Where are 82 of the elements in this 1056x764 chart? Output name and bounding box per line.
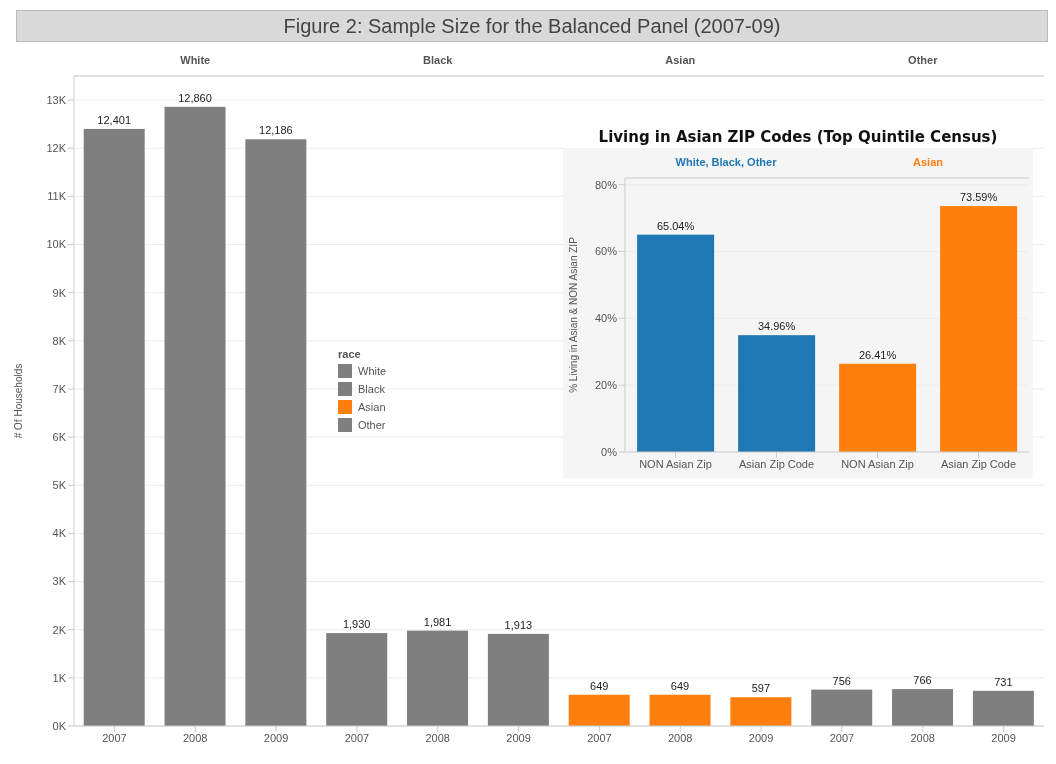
y-tick-label: 6K [52, 431, 67, 444]
y-tick-label: 0K [52, 719, 67, 732]
text: Black [423, 54, 453, 66]
text: White, Black, Other [675, 156, 778, 168]
text: Asian [913, 156, 944, 168]
bar [730, 697, 792, 726]
legend-label: Asian [358, 401, 386, 413]
x-tick-label: NON Asian Zip [841, 457, 914, 470]
bar [164, 106, 226, 726]
data-label: 73.59% [959, 191, 998, 204]
bar [83, 128, 145, 726]
x-tick-label: 2008 [668, 731, 693, 744]
x-tick-label: 2009 [263, 731, 289, 744]
y-tick-label: 13K [46, 93, 67, 106]
x-tick-label: 2009 [991, 731, 1016, 744]
legend-label: Other [358, 419, 386, 431]
bar [407, 630, 469, 726]
bar [892, 689, 954, 726]
data-label: 649 [590, 679, 609, 692]
bar [637, 234, 715, 452]
bar [487, 633, 549, 726]
data-label: 34.96% [757, 320, 796, 333]
x-tick-label: 2008 [425, 731, 450, 744]
y-tick-label: 4K [52, 527, 67, 540]
data-label: 12,401 [97, 113, 132, 126]
y-tick-label: 0% [601, 445, 618, 458]
y-tick-label: 8K [52, 334, 67, 347]
bar [649, 694, 711, 726]
data-label: 1,913 [504, 618, 533, 631]
y-tick-label: 7K [52, 382, 67, 395]
data-label: 65.04% [656, 219, 695, 232]
x-tick-label: Asian Zip Code [940, 457, 1017, 470]
bar [326, 633, 388, 726]
y-tick-label: 20% [594, 379, 618, 392]
y-axis-title: # Of Households [12, 363, 24, 439]
data-label: 649 [670, 679, 690, 692]
bar [940, 206, 1018, 452]
chart-title: Figure 2: Sample Size for the Balanced Panel (2007-09) [16, 10, 1048, 42]
y-axis-title: % Living in Asian & NON Asian ZIP [567, 236, 579, 393]
y-tick-label: 9K [52, 286, 67, 299]
x-tick-label: Asian Zip Code [738, 457, 815, 470]
text: Other [908, 54, 938, 66]
text: Asian [665, 54, 696, 66]
y-tick-label: 3K [52, 575, 67, 588]
bar [568, 694, 630, 726]
bar [811, 689, 873, 726]
bar [738, 335, 816, 452]
x-tick-label: 2008 [183, 731, 208, 744]
x-tick-label: 2009 [506, 731, 531, 744]
x-tick-label: 2007 [102, 731, 127, 744]
y-tick-label: 10K [46, 238, 67, 251]
data-label: 12,860 [178, 91, 212, 104]
y-tick-label: 60% [594, 245, 618, 258]
x-tick-label: NON Asian Zip [639, 457, 712, 470]
x-tick-label: 2008 [910, 731, 935, 744]
x-tick-label: 2007 [829, 731, 855, 744]
data-label: 1,930 [342, 618, 371, 631]
data-label: 26.41% [858, 348, 897, 361]
y-tick-label: 80% [594, 178, 618, 191]
data-label: 1,981 [423, 615, 452, 628]
bar [245, 139, 307, 726]
legend-label: Black [358, 383, 385, 395]
bar [972, 690, 1034, 726]
chart-title: Living in Asian ZIP Codes (Top Quintile Census) [597, 127, 999, 148]
data-label: 766 [913, 674, 932, 687]
data-label: 731 [994, 675, 1013, 688]
y-tick-label: 40% [594, 312, 618, 325]
data-label: 756 [832, 674, 851, 687]
legend-label: White [358, 365, 387, 377]
legend-title: race [338, 348, 362, 360]
x-tick-label: 2007 [587, 731, 612, 744]
text: White [180, 54, 211, 66]
x-tick-label: 2009 [748, 731, 774, 744]
y-tick-label: 11K [47, 190, 67, 203]
data-label: 597 [751, 682, 771, 695]
y-tick-label: 2K [52, 623, 67, 636]
x-tick-label: 2007 [344, 731, 370, 744]
y-tick-label: 5K [52, 479, 67, 492]
y-tick-label: 1K [52, 671, 67, 684]
bar [839, 363, 917, 452]
y-tick-label: 12K [46, 142, 67, 155]
data-label: 12,186 [259, 124, 293, 137]
